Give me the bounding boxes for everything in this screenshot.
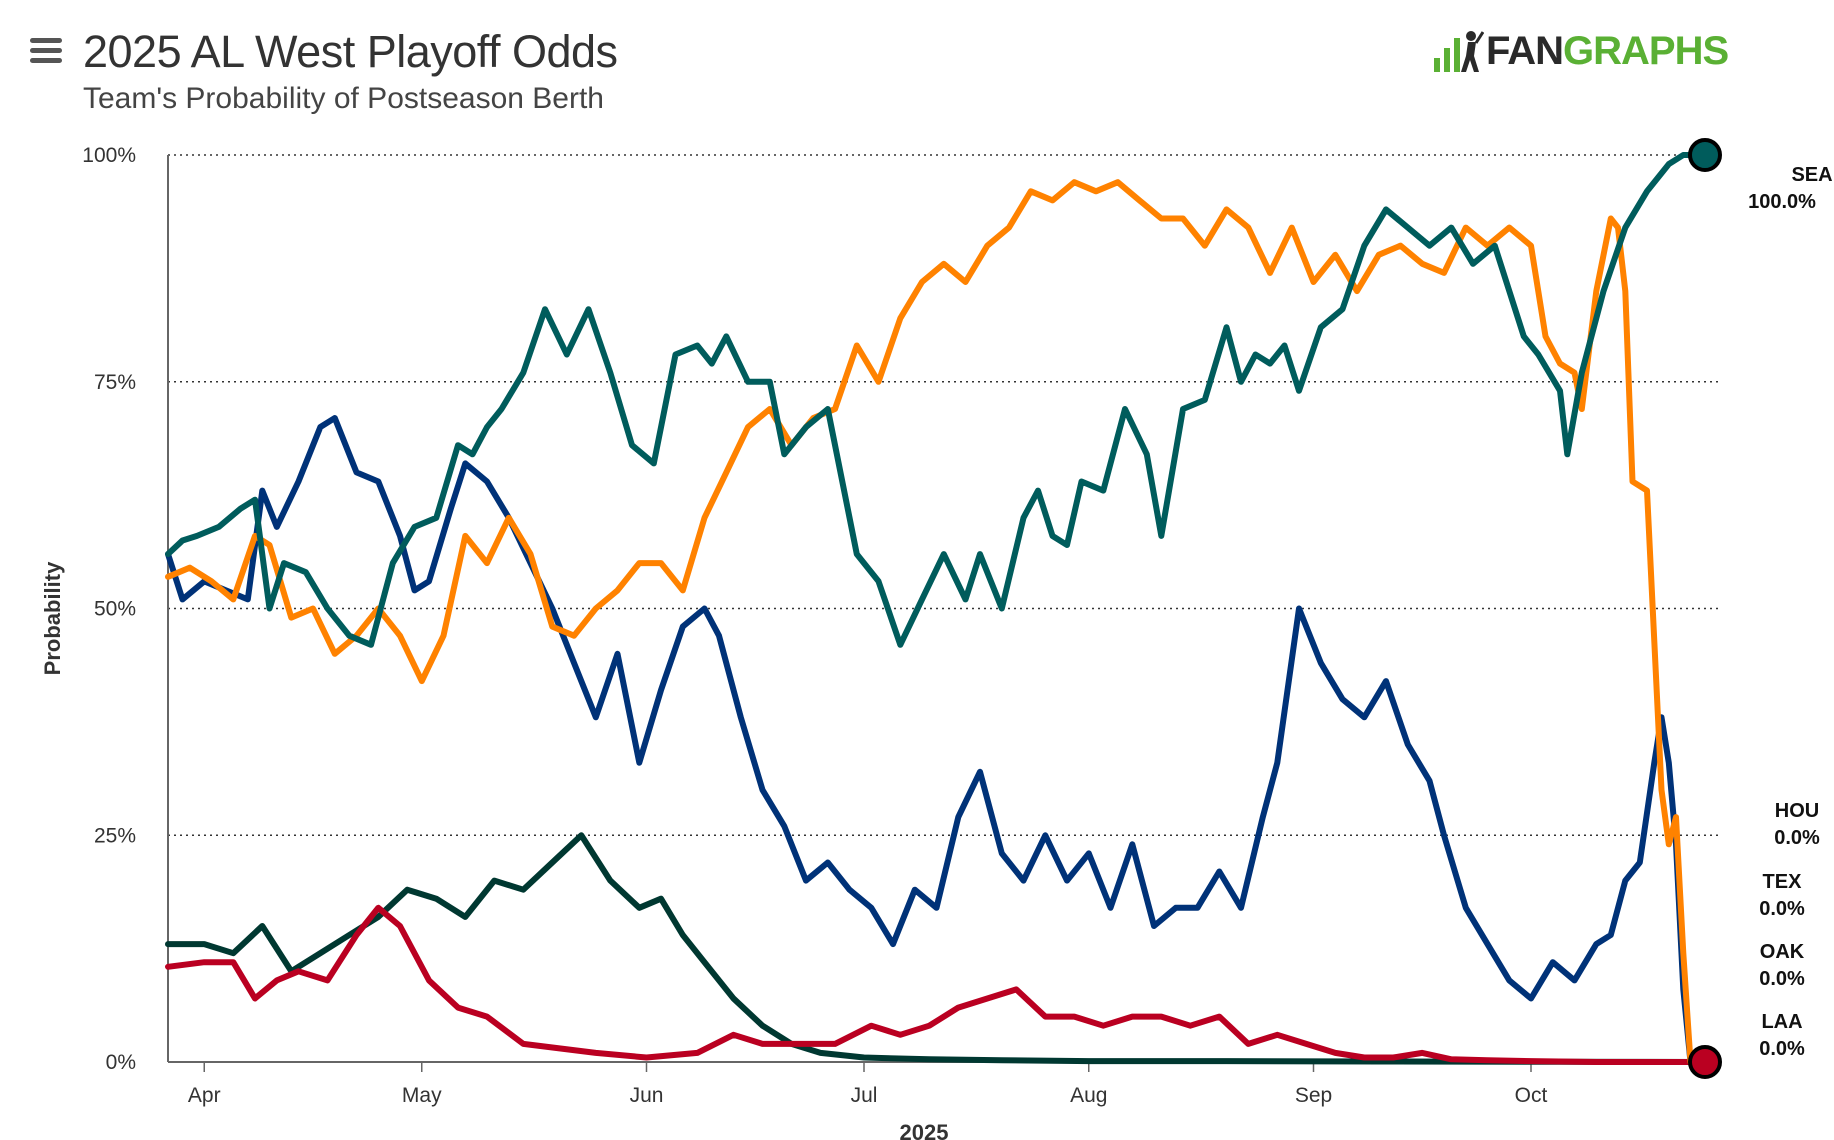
y-axis-title: Probability xyxy=(40,561,65,675)
end-label-value-hou: 0.0% xyxy=(1774,827,1820,849)
grid-lines xyxy=(168,154,1720,837)
hamburger-menu-icon[interactable] xyxy=(30,38,62,64)
series-lines xyxy=(165,152,1708,1065)
logo-text-fan: FAN xyxy=(1486,28,1564,73)
y-axis-ticks: 0% 25% 50% 75% 100% xyxy=(82,144,136,1074)
x-axis-title: 2025 xyxy=(900,1120,949,1140)
chart-subtitle: Team's Probability of Postseason Berth xyxy=(83,82,604,115)
x-tick-label: Jun xyxy=(630,1084,664,1107)
end-label-name-sea: SEA xyxy=(1791,164,1832,186)
chart-title: 2025 AL West Playoff Odds xyxy=(83,26,618,77)
logo-text-graphs: GRAPHS xyxy=(1563,28,1729,73)
x-tick-label: Jul xyxy=(851,1084,878,1107)
end-label-name-oak: OAK xyxy=(1760,941,1805,963)
y-tick-label: 100% xyxy=(82,144,136,167)
end-label-name-tex: TEX xyxy=(1763,871,1803,893)
end-markers xyxy=(1688,138,1722,1079)
end-label-value-sea: 100.0% xyxy=(1748,191,1816,213)
x-tick-label: Apr xyxy=(188,1084,221,1107)
end-labels: SEA 100.0% HOU 0.0% TEX 0.0% OAK 0.0% LAA 0.0% xyxy=(1748,164,1832,1060)
end-label-value-laa: 0.0% xyxy=(1759,1038,1805,1060)
y-tick-label: 75% xyxy=(94,371,136,394)
y-tick-label: 25% xyxy=(94,824,136,847)
x-tick-label: May xyxy=(402,1084,442,1107)
end-label-name-laa: LAA xyxy=(1761,1011,1802,1033)
series-line-sea[interactable] xyxy=(165,152,1708,648)
fangraphs-logo[interactable]: FAN GRAPHS xyxy=(1432,26,1729,76)
series-line-hou[interactable] xyxy=(165,179,1708,1065)
end-marker-laa[interactable] xyxy=(1688,1045,1722,1079)
series-line-tex[interactable] xyxy=(165,415,1708,1065)
end-label-name-hou: HOU xyxy=(1775,800,1819,822)
x-tick-label: Aug xyxy=(1070,1084,1107,1107)
end-label-value-oak: 0.0% xyxy=(1759,968,1805,990)
fangraphs-logo-icon xyxy=(1434,31,1484,72)
x-tick-label: Sep xyxy=(1295,1084,1332,1107)
end-label-value-tex: 0.0% xyxy=(1759,898,1805,920)
series-line-oak[interactable] xyxy=(165,832,1708,1065)
series-line-laa[interactable] xyxy=(165,904,1708,1065)
x-axis-ticks: Apr May Jun Jul Aug Sep Oct xyxy=(188,1062,1548,1107)
y-tick-label: 50% xyxy=(94,598,136,621)
x-tick-label: Oct xyxy=(1515,1084,1548,1107)
end-marker-sea[interactable] xyxy=(1688,138,1722,172)
y-tick-label: 0% xyxy=(106,1051,136,1074)
